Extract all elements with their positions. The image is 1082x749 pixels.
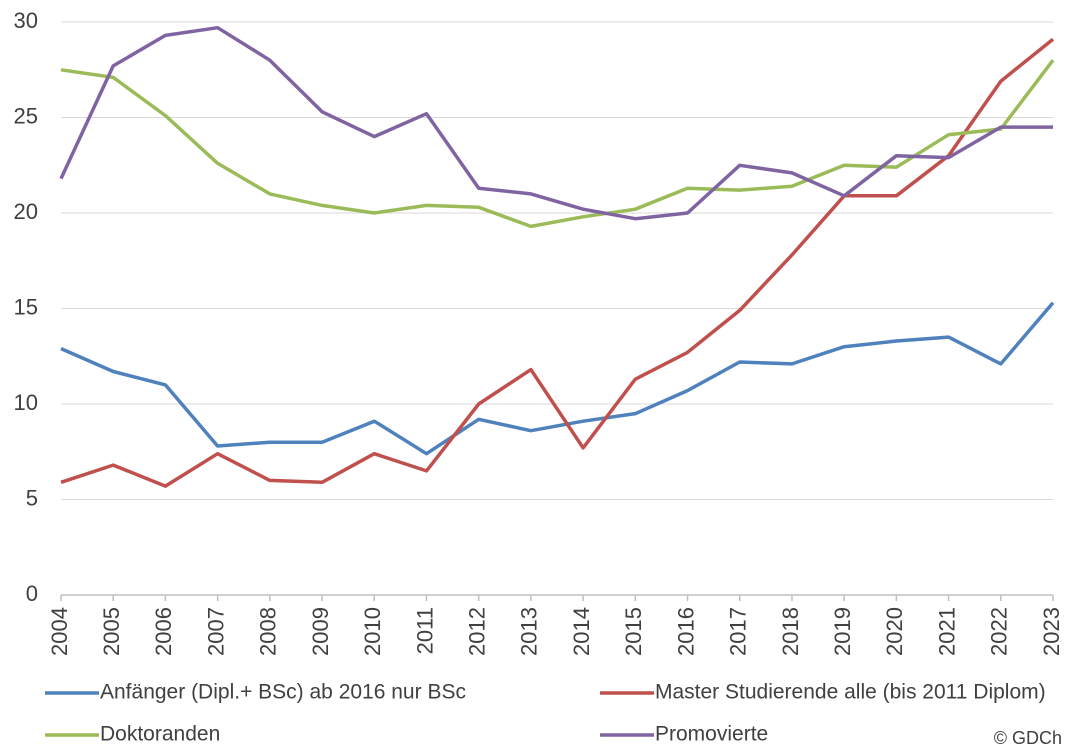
- series-line: [60, 301, 1055, 456]
- y-tick-label: 0: [26, 581, 38, 606]
- y-tick-label: 30: [14, 8, 38, 33]
- x-tick-label: 2023: [1039, 607, 1064, 656]
- x-tick-label: 2019: [830, 607, 855, 656]
- x-tick-label: 2017: [726, 607, 751, 656]
- series-line: [60, 37, 1055, 488]
- x-tick-label: 2009: [308, 607, 333, 656]
- x-tick-label: 2020: [882, 607, 907, 656]
- x-tick-label: 2010: [360, 607, 385, 656]
- x-tick-label: 2005: [99, 607, 124, 656]
- x-tick-label: 2004: [47, 607, 72, 656]
- legend-label: Promovierte: [655, 723, 768, 746]
- legend-label: Master Studierende alle (bis 2011 Diplom…: [655, 681, 1046, 704]
- x-tick-label: 2008: [256, 607, 281, 656]
- x-tick-label: 2012: [464, 607, 489, 656]
- x-tick-label: 2007: [203, 607, 228, 656]
- y-tick-label: 10: [14, 390, 38, 415]
- x-tick-label: 2021: [934, 607, 959, 656]
- x-tick-label: 2018: [778, 607, 803, 656]
- legend-label: Doktoranden: [100, 723, 220, 746]
- x-tick-label: 2013: [517, 607, 542, 656]
- y-tick-label: 15: [14, 294, 38, 319]
- series-line: [60, 59, 1055, 229]
- series-line: [59, 25, 1053, 221]
- y-tick-label: 5: [26, 485, 38, 510]
- y-tick-label: 20: [14, 199, 38, 224]
- legend-label: Anfänger (Dipl.+ BSc) ab 2016 nur BSc: [100, 681, 466, 704]
- x-tick-label: 2022: [987, 607, 1012, 656]
- credit: © GDCh: [994, 728, 1062, 748]
- y-tick-label: 25: [14, 103, 38, 128]
- x-tick-label: 2006: [151, 607, 176, 656]
- x-tick-label: 2011: [412, 607, 437, 654]
- x-tick-label: 2014: [569, 607, 594, 656]
- x-tick-label: 2016: [673, 607, 698, 656]
- x-tick-label: 2015: [621, 607, 646, 656]
